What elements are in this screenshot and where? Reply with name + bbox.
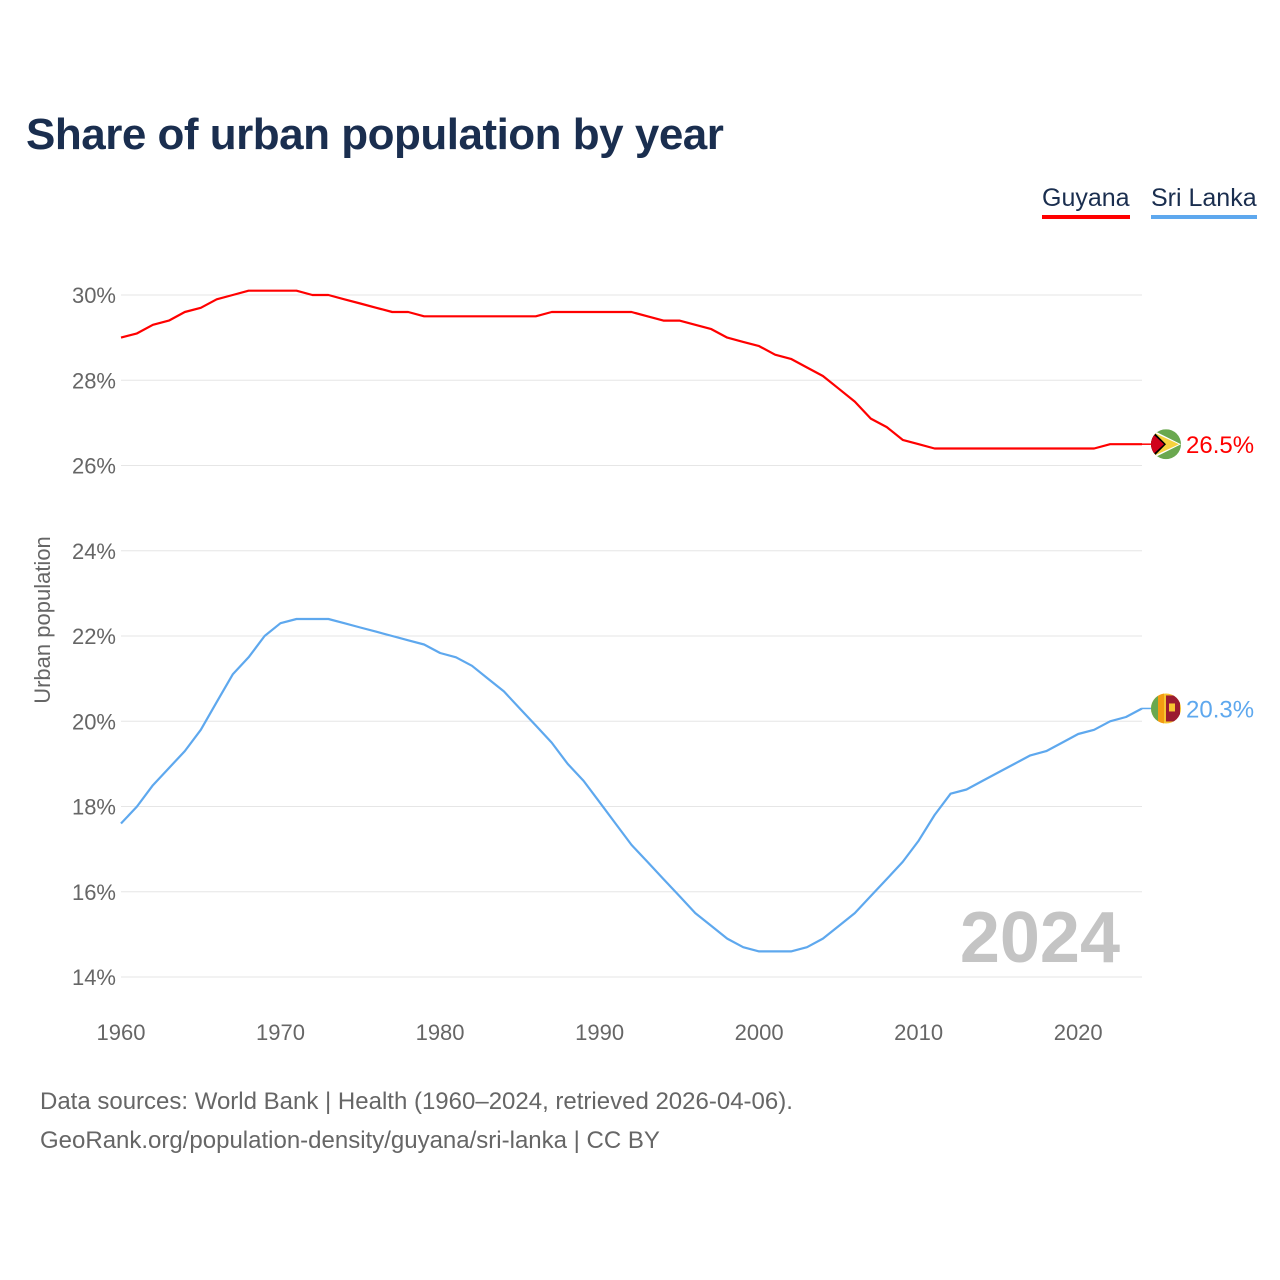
y-tick-label: 30% bbox=[72, 283, 116, 308]
guyana-flag-icon bbox=[1151, 429, 1181, 460]
y-tick-label: 20% bbox=[72, 709, 116, 734]
chart-title: Share of urban population by year bbox=[26, 110, 724, 159]
footer-source: Data sources: World Bank | Health (1960–… bbox=[40, 1088, 793, 1115]
end-value-label: 20.3% bbox=[1186, 696, 1254, 723]
y-tick-label: 18% bbox=[72, 795, 116, 820]
y-tick-label: 22% bbox=[72, 624, 116, 649]
y-tick-label: 16% bbox=[72, 880, 116, 905]
y-tick-label: 26% bbox=[72, 454, 116, 479]
legend-item-guyana[interactable]: Guyana bbox=[1042, 184, 1130, 219]
x-tick-label: 2020 bbox=[1054, 1020, 1103, 1045]
x-tick-label: 1970 bbox=[256, 1020, 305, 1045]
end-value-label: 26.5% bbox=[1186, 432, 1254, 459]
x-tick-label: 1990 bbox=[575, 1020, 624, 1045]
x-tick-label: 2000 bbox=[735, 1020, 784, 1045]
sri-lanka-flag-icon bbox=[1151, 693, 1181, 724]
series-line-guyana bbox=[120, 289, 1142, 450]
y-tick-label: 24% bbox=[72, 539, 116, 564]
footer-link[interactable]: GeoRank.org/population-density/guyana/sr… bbox=[40, 1127, 660, 1154]
year-watermark: 2024 bbox=[960, 898, 1120, 978]
y-tick-label: 28% bbox=[72, 368, 116, 393]
x-tick-label: 1980 bbox=[416, 1020, 465, 1045]
x-tick-label: 1960 bbox=[97, 1020, 146, 1045]
series-line-sri-lanka bbox=[120, 617, 1143, 953]
legend-item-sri-lanka[interactable]: Sri Lanka bbox=[1151, 184, 1257, 219]
x-tick-label: 2010 bbox=[894, 1020, 943, 1045]
y-tick-label: 14% bbox=[72, 965, 116, 990]
y-axis-label: Urban population bbox=[30, 536, 55, 704]
